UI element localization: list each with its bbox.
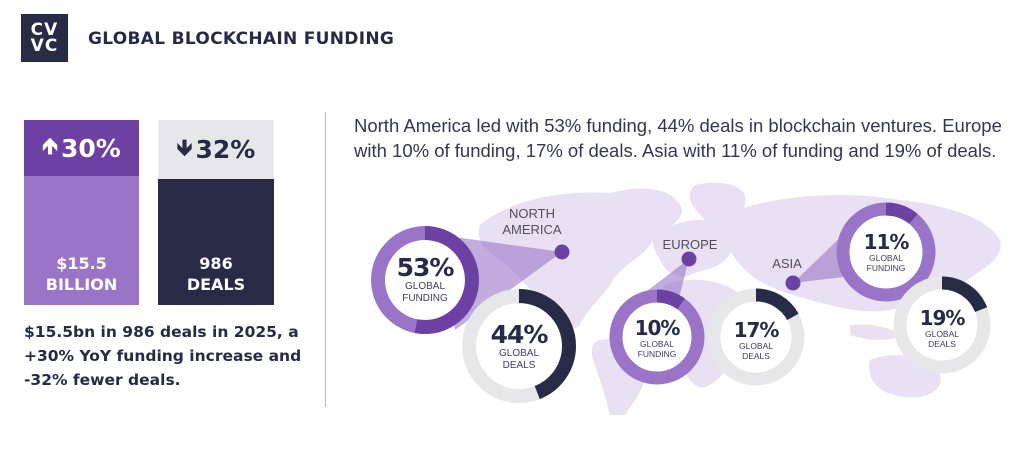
deals-total: 986 DEALS bbox=[158, 179, 274, 305]
deals-label-1: GLOBAL bbox=[498, 348, 540, 359]
europe-funding-pct: 10% bbox=[634, 315, 681, 340]
north-america-deals-ring bbox=[462, 289, 576, 403]
europe-deals-text: 17% GLOBAL DEALS bbox=[721, 316, 791, 364]
deals-total-count: 986 bbox=[199, 254, 233, 273]
north-america-funding-ring bbox=[371, 226, 479, 334]
asia-deals-pct: 19% bbox=[919, 305, 966, 330]
asia-deals-text: 19% GLOBAL DEALS bbox=[907, 304, 977, 352]
funding-label-1: GLOBAL bbox=[639, 338, 675, 349]
europe-deals-pct: 17% bbox=[733, 317, 780, 342]
europe-callout bbox=[643, 259, 689, 298]
summary-text: $15.5bn in 986 deals in 2025, a +30% YoY… bbox=[24, 323, 302, 389]
north-america-funding-pct: 53% bbox=[396, 253, 455, 282]
europe-label: EUROPE bbox=[662, 237, 718, 252]
europe-dot bbox=[681, 251, 697, 267]
europe-deals-ring bbox=[707, 288, 805, 386]
north-america-deals-pct: 44% bbox=[490, 320, 549, 349]
funding-label-1: GLOBAL bbox=[404, 281, 446, 292]
north-america-funding-text: 53% GLOBAL FUNDING bbox=[385, 250, 465, 310]
asia-funding-text: 11% GLOBAL FUNDING bbox=[851, 228, 921, 276]
deals-label-2: DEALS bbox=[502, 360, 536, 371]
page-title: GLOBAL BLOCKCHAIN FUNDING bbox=[88, 29, 395, 49]
funding-total: $15.5 BILLION bbox=[24, 176, 139, 305]
deals-change: 🡻 32% bbox=[158, 120, 274, 179]
deals-label-1: GLOBAL bbox=[924, 328, 960, 339]
funding-label-1: GLOBAL bbox=[868, 252, 904, 263]
logo-line-1: CV bbox=[30, 20, 59, 40]
divider bbox=[325, 112, 326, 407]
deals-label-2: DEALS bbox=[928, 338, 956, 349]
logo-line-2: VC bbox=[30, 36, 59, 56]
north-america-dot bbox=[554, 244, 570, 260]
deals-total-unit: DEALS bbox=[186, 275, 246, 294]
europe-funding-text: 10% GLOBAL FUNDING bbox=[622, 314, 692, 362]
funding-stat-box: 🡹 30% $15.5 BILLION bbox=[24, 120, 139, 305]
down-arrow-icon: 🡻 bbox=[176, 135, 193, 161]
deals-change-value: 32% bbox=[195, 135, 256, 164]
funding-total-unit: BILLION bbox=[45, 275, 118, 294]
asia-dot bbox=[785, 275, 801, 291]
funding-label-2: FUNDING bbox=[637, 348, 677, 359]
asia-deals-ring bbox=[893, 276, 991, 374]
funding-label-2: FUNDING bbox=[402, 293, 448, 304]
north-america-label: NORTH AMERICA bbox=[492, 206, 572, 238]
regional-description: North America led with 53% funding, 44% … bbox=[354, 115, 1002, 161]
funding-change: 🡹 30% bbox=[24, 120, 139, 176]
funding-total-amount: $15.5 bbox=[56, 254, 107, 273]
deals-stat-box: 🡻 32% 986 DEALS bbox=[158, 120, 274, 305]
asia-funding-ring bbox=[836, 202, 936, 302]
asia-label: ASIA bbox=[772, 256, 802, 271]
asia-funding-pct: 11% bbox=[863, 229, 910, 254]
deals-label-2: DEALS bbox=[742, 350, 770, 361]
funding-change-value: 30% bbox=[60, 133, 121, 163]
north-america-label-line2: AMERICA bbox=[502, 222, 562, 237]
north-america-deals-text: 44% GLOBAL DEALS bbox=[479, 317, 559, 377]
cvvc-logo: CV VC bbox=[21, 14, 68, 62]
north-america-label-line1: NORTH bbox=[509, 206, 555, 221]
europe-funding-ring bbox=[609, 289, 705, 385]
up-arrow-icon: 🡹 bbox=[42, 134, 58, 159]
funding-label-2: FUNDING bbox=[866, 262, 906, 273]
deals-label-1: GLOBAL bbox=[738, 340, 774, 351]
